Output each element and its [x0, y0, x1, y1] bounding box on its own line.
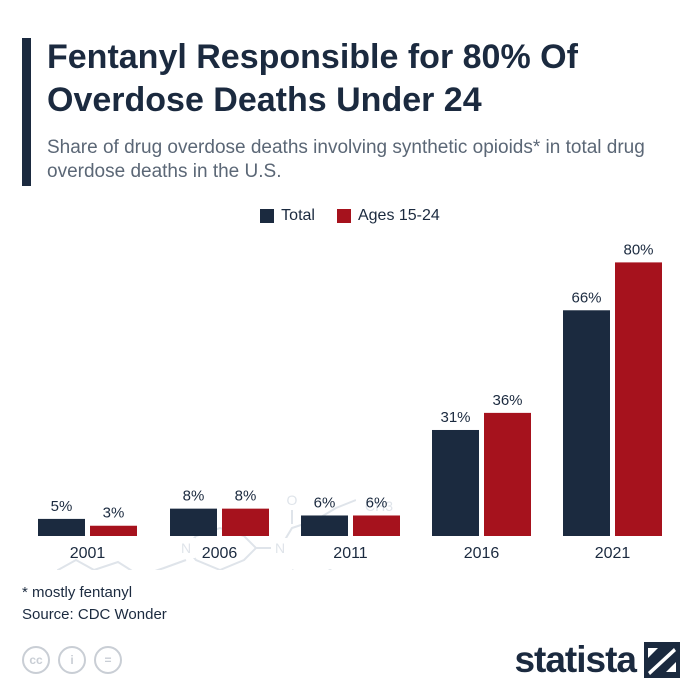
attribution-icon[interactable]: i — [58, 646, 86, 674]
bar-total-2016 — [432, 429, 479, 536]
data-label-total-2001: 5% — [51, 498, 73, 515]
bar-ages-2021 — [615, 262, 662, 536]
data-label-ages-2006: 8% — [235, 488, 257, 505]
legend-item-total: Total — [260, 206, 315, 226]
x-tick-2016: 2016 — [464, 545, 500, 562]
bar-chart: N N O CH3 5% 3% 8% 8% 6% 6% 31% 36% 66% 80% 2001 2006… — [38, 241, 662, 570]
source-note: Source: CDC Wonder — [22, 606, 167, 623]
data-label-ages-2021: 80% — [623, 241, 653, 258]
bar-total-2011 — [301, 515, 348, 536]
license-icons: cc i = — [22, 646, 122, 674]
chart-title: Fentanyl Responsible for 80% Of Overdose… — [47, 38, 578, 119]
bar-ages-2006 — [222, 508, 269, 536]
data-label-ages-2011: 6% — [366, 494, 388, 511]
creative-commons-icon[interactable]: cc — [22, 646, 50, 674]
data-label-total-2006: 8% — [183, 488, 205, 505]
bar-total-2001 — [38, 518, 85, 536]
bar-total-2006 — [170, 508, 217, 536]
legend: Total Ages 15-24 — [0, 206, 700, 226]
x-tick-2006: 2006 — [202, 545, 238, 562]
legend-label-total: Total — [281, 207, 315, 224]
x-tick-2021: 2021 — [595, 545, 631, 562]
molecule-atom-label: N — [275, 540, 285, 556]
molecule-atom-label: CH3 — [365, 498, 393, 514]
no-derivatives-icon[interactable]: = — [94, 646, 122, 674]
data-label-ages-2001: 3% — [103, 505, 125, 522]
x-axis-ticks: 2001 2006 2011 2016 2021 — [70, 545, 631, 562]
legend-swatch-total — [260, 209, 275, 223]
legend-swatch-ages — [336, 209, 351, 223]
x-tick-2011: 2011 — [333, 545, 368, 562]
statista-logo-mark-icon — [644, 642, 680, 678]
statista-logo-text: statista — [514, 639, 637, 680]
chart-subtitle: Share of drug overdose deaths involving … — [47, 137, 645, 182]
data-labels-group: 5% 3% 8% 8% 6% 6% 31% 36% 66% 80% — [51, 241, 654, 521]
bar-total-2021 — [563, 310, 610, 536]
legend-item-ages: Ages 15-24 — [336, 206, 440, 226]
molecule-atom-label: O — [287, 492, 298, 508]
data-label-total-2016: 31% — [440, 409, 470, 426]
legend-label-ages: Ages 15-24 — [357, 207, 440, 224]
title-accent-bar — [22, 38, 31, 186]
data-label-total-2021: 66% — [571, 289, 601, 306]
data-label-ages-2016: 36% — [492, 392, 522, 409]
x-tick-2001: 2001 — [70, 545, 106, 562]
bar-ages-2011 — [353, 515, 400, 536]
bar-ages-2016 — [484, 412, 531, 536]
bars-group — [38, 262, 662, 536]
data-label-total-2011: 6% — [314, 494, 336, 511]
footnote: * mostly fentanyl — [22, 584, 133, 601]
molecule-atom-label: N — [181, 540, 191, 556]
statista-logo[interactable]: statista — [514, 640, 680, 680]
fentanyl-molecule-icon: N N O CH3 — [57, 490, 393, 570]
bar-ages-2001 — [90, 525, 137, 536]
